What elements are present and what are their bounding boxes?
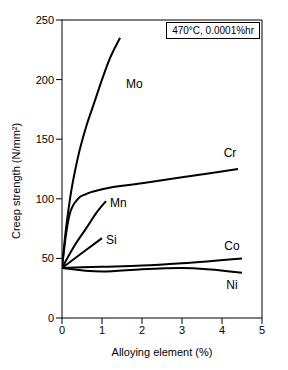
html-text:470°C, 0.0001%hr: 470°C, 0.0001%hr [172,25,254,36]
svg-text:150: 150 [36,133,54,145]
svg-text:Mo: Mo [126,77,143,91]
svg-text:200: 200 [36,74,54,86]
svg-text:2: 2 [139,324,145,336]
svg-text:0: 0 [48,312,54,324]
svg-text:Co: Co [224,239,240,253]
svg-text:5: 5 [259,324,265,336]
svg-text:50: 50 [42,252,54,264]
svg-text:Mn: Mn [110,196,127,210]
svg-text:0: 0 [59,324,65,336]
svg-text:Cr: Cr [224,146,237,160]
svg-text:4: 4 [219,324,225,336]
svg-text:Ni: Ni [226,278,237,292]
svg-text:3: 3 [179,324,185,336]
svg-text:100: 100 [36,193,54,205]
svg-text:Alloying element (%): Alloying element (%) [112,346,213,358]
svg-text:1: 1 [99,324,105,336]
svg-text:250: 250 [36,14,54,26]
svg-text:Creep strength (N/mm²): Creep strength (N/mm²) [10,123,22,239]
svg-text:Si: Si [106,233,117,247]
